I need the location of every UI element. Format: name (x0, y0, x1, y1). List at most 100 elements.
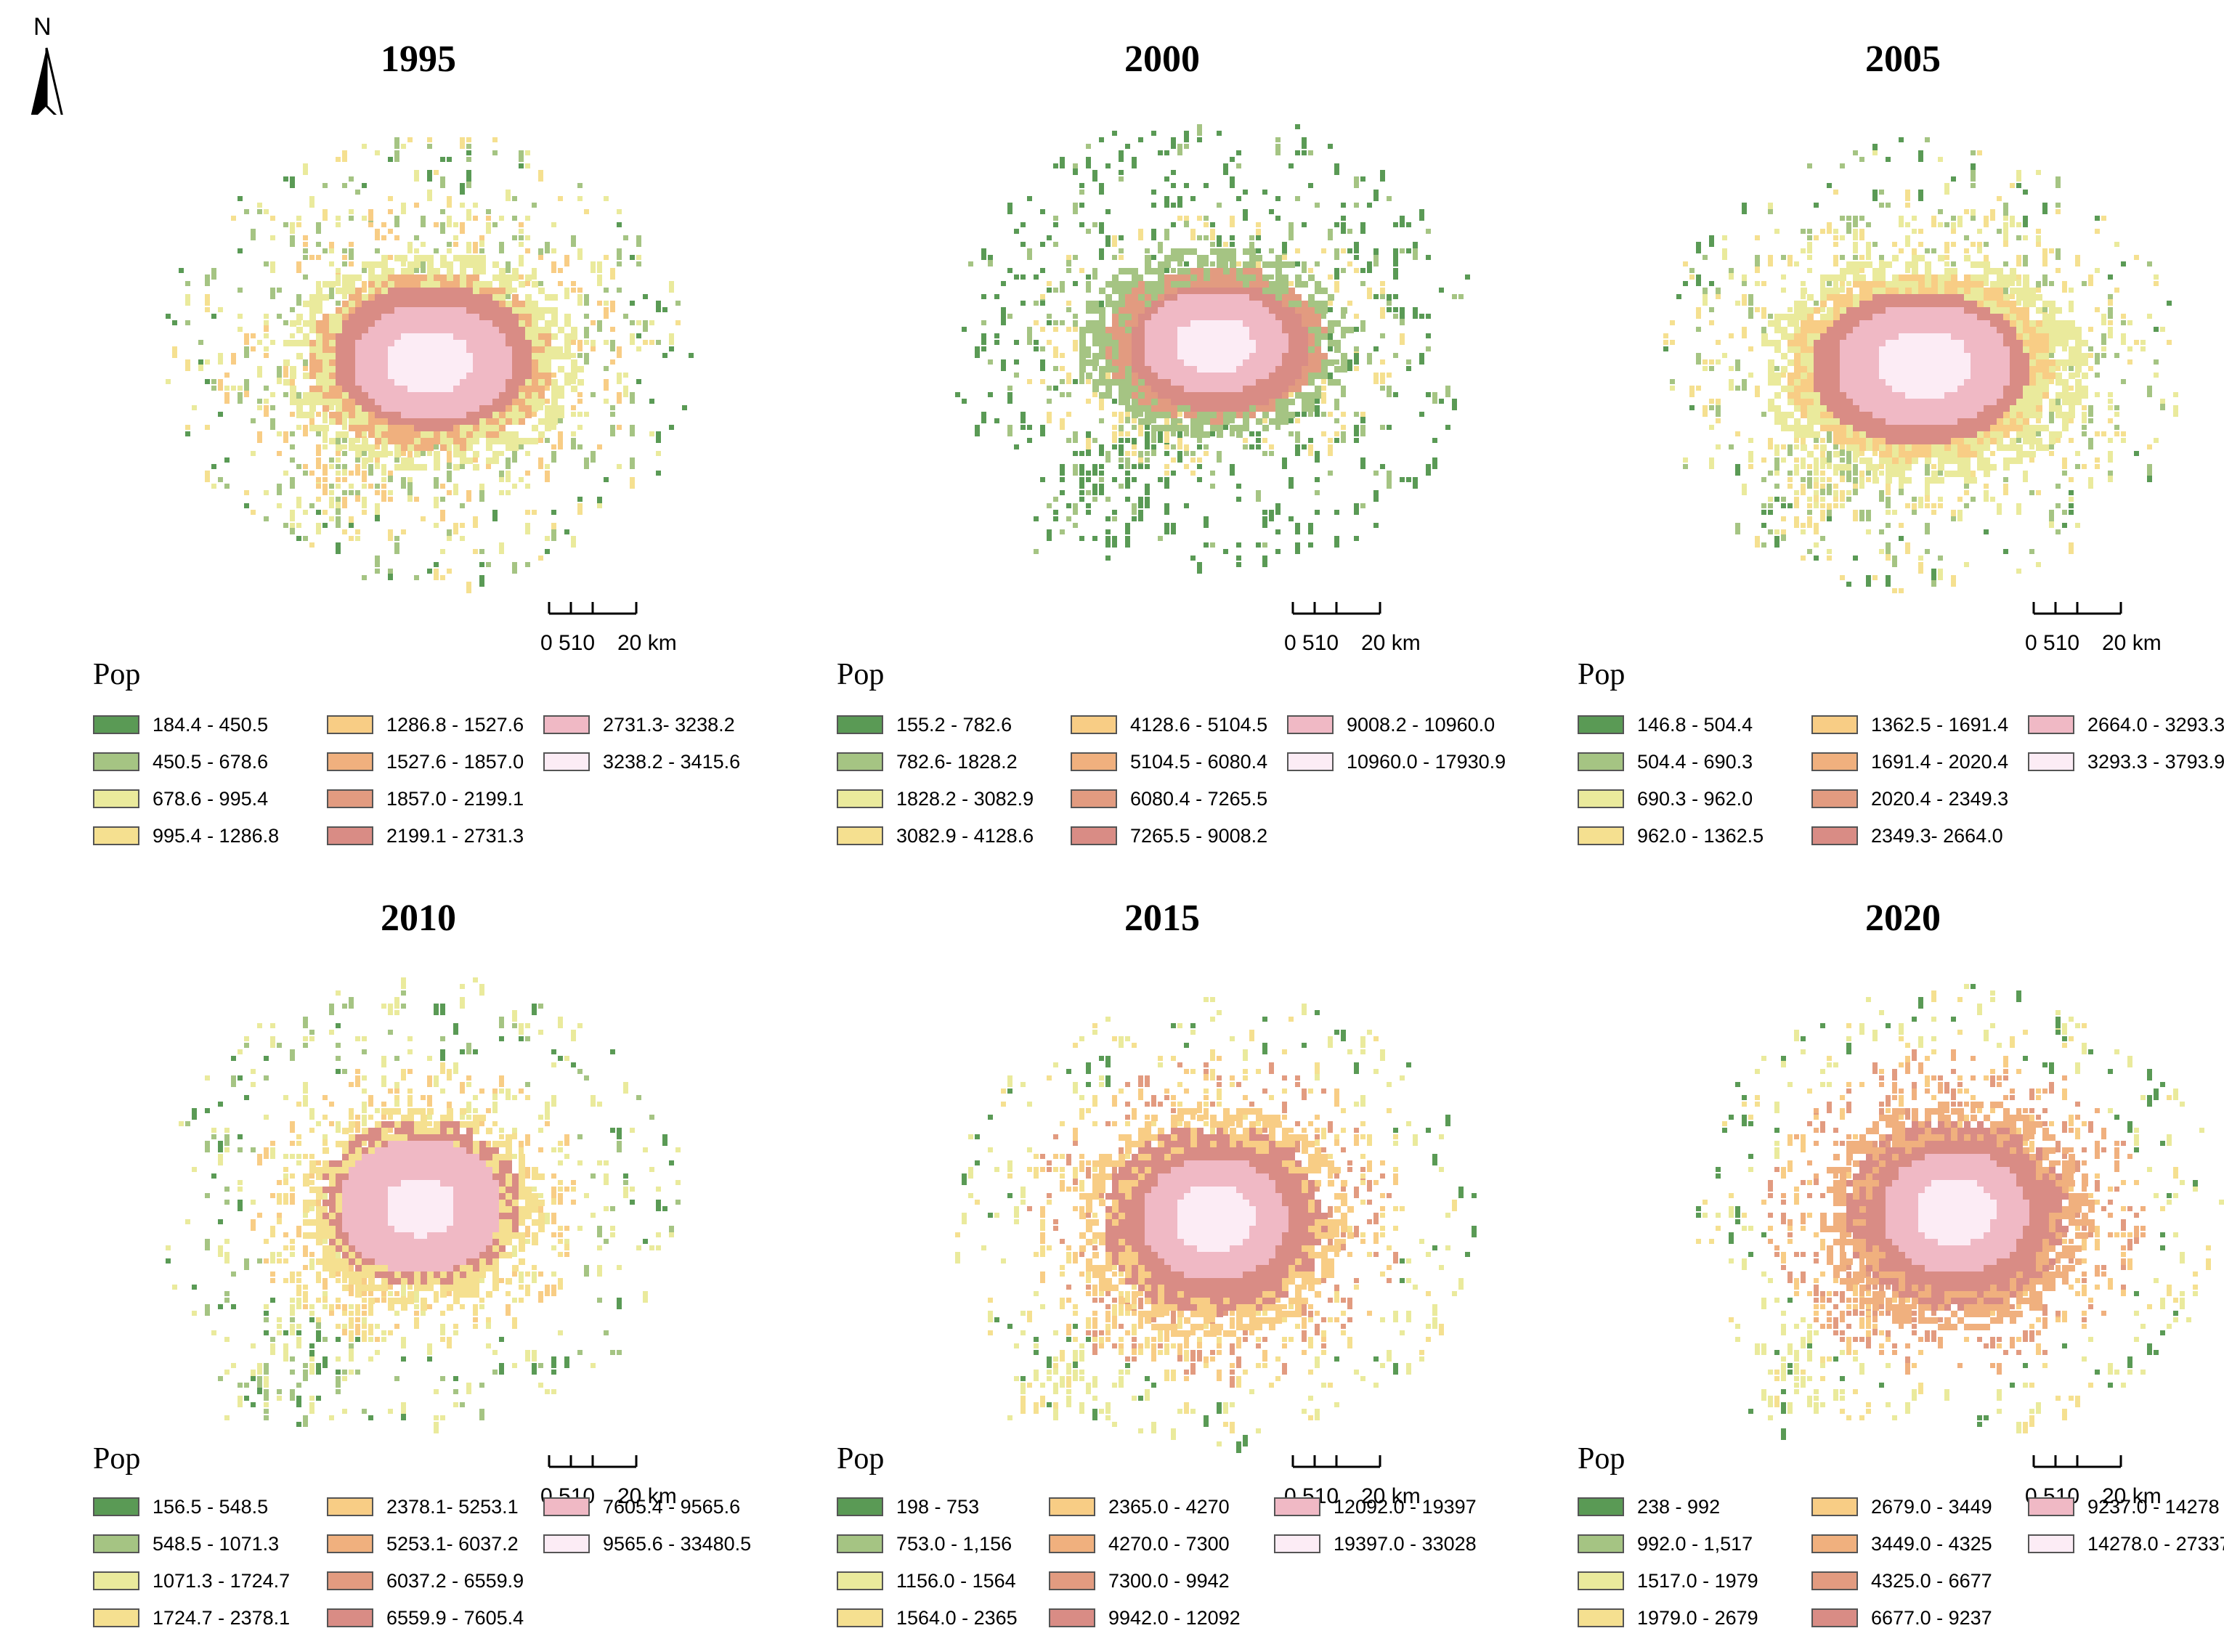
legend-swatch (2028, 715, 2074, 734)
legend-item: 9565.6 - 33480.5 (543, 1529, 751, 1558)
legend-label: 1156.0 - 1564 (896, 1570, 1016, 1592)
scale-bar-graphic (2034, 602, 2121, 614)
legend-swatch (1811, 789, 1858, 808)
legend-item: 4128.6 - 5104.5 (1071, 710, 1267, 739)
legend-label: 9237.0 - 14278 (2087, 1496, 2220, 1518)
legend-item: 6080.4 - 7265.5 (1071, 784, 1267, 813)
legend-item: 1857.0 - 2199.1 (327, 784, 524, 813)
legend-label: 548.5 - 1071.3 (153, 1533, 279, 1555)
legend-swatch (1578, 1608, 1624, 1627)
legend-label: 753.0 - 1,156 (896, 1533, 1012, 1555)
legend-label: 1828.2 - 3082.9 (896, 788, 1034, 810)
legend-item: 1564.0 - 2365 (837, 1603, 1018, 1632)
legend-label: 2664.0 - 3293.3 (2087, 714, 2224, 736)
legend-label: 156.5 - 548.5 (153, 1496, 268, 1518)
legend-item: 9237.0 - 14278 (2028, 1492, 2220, 1521)
legend-swatch (327, 1534, 373, 1553)
legend-swatch (2028, 1534, 2074, 1553)
population-map (792, 0, 1533, 654)
legend-swatch (1049, 1534, 1095, 1553)
scale-bar-end: 20 km (2102, 631, 2162, 656)
legend-swatch (1811, 826, 1858, 845)
legend-label: 6677.0 - 9237 (1871, 1607, 1992, 1629)
population-map (792, 853, 1533, 1507)
population-grid (166, 137, 694, 593)
legend-item: 155.2 - 782.6 (837, 710, 1012, 739)
legend-item: 753.0 - 1,156 (837, 1529, 1012, 1558)
legend-swatch (93, 752, 139, 771)
legend-item: 782.6- 1828.2 (837, 747, 1018, 776)
legend-label: 1362.5 - 1691.4 (1871, 714, 2008, 736)
legend-swatch (1274, 1534, 1320, 1553)
legend-label: 238 - 992 (1637, 1496, 1720, 1518)
legend-label: 3238.2 - 3415.6 (603, 751, 740, 773)
legend-swatch (1071, 826, 1117, 845)
legend-swatch (1811, 1497, 1858, 1516)
population-map (1533, 853, 2224, 1507)
legend-swatch (543, 715, 590, 734)
legend-item: 1362.5 - 1691.4 (1811, 710, 2008, 739)
legend-item: 2679.0 - 3449 (1811, 1492, 1992, 1521)
legend-item: 4325.0 - 6677 (1811, 1566, 1992, 1595)
legend-label: 992.0 - 1,517 (1637, 1533, 1753, 1555)
legend-item: 2378.1- 5253.1 (327, 1492, 519, 1521)
legend-item: 1691.4 - 2020.4 (1811, 747, 2008, 776)
legend-label: 1564.0 - 2365 (896, 1607, 1018, 1629)
legend-label: 2020.4 - 2349.3 (1871, 788, 2008, 810)
scale-bar-graphic (549, 1455, 636, 1467)
legend-label: 6559.9 - 7605.4 (386, 1607, 524, 1629)
legend-label: 4270.0 - 7300 (1108, 1533, 1230, 1555)
legend-swatch (93, 1497, 139, 1516)
legend-label: 184.4 - 450.5 (153, 714, 268, 736)
legend-item: 2349.3- 2664.0 (1811, 821, 2003, 850)
legend-title: Pop (837, 657, 884, 692)
legend-swatch (1811, 1571, 1858, 1590)
legend-label: 7605.4 - 9565.6 (603, 1496, 740, 1518)
legend-swatch (837, 1571, 883, 1590)
population-grid (955, 124, 1470, 574)
legend-label: 2679.0 - 3449 (1871, 1496, 1992, 1518)
legend-swatch (1287, 752, 1334, 771)
legend-swatch (93, 1534, 139, 1553)
legend-swatch (1578, 1497, 1624, 1516)
legend-swatch (327, 752, 373, 771)
legend-swatch (1811, 1534, 1858, 1553)
legend-item: 6677.0 - 9237 (1811, 1603, 1992, 1632)
legend-label: 2731.3- 3238.2 (603, 714, 735, 736)
legend-item: 1286.8 - 1527.6 (327, 710, 524, 739)
legend-swatch (1811, 1608, 1858, 1627)
legend-swatch (837, 1497, 883, 1516)
population-map (1533, 0, 2224, 654)
legend-item: 3449.0 - 4325 (1811, 1529, 1992, 1558)
legend-item: 198 - 753 (837, 1492, 979, 1521)
legend-item: 5104.5 - 6080.4 (1071, 747, 1267, 776)
legend: 155.2 - 782.6 782.6- 1828.2 1828.2 - 3082.… (837, 710, 1534, 855)
legend-item: 678.6 - 995.4 (93, 784, 268, 813)
legend-item: 450.5 - 678.6 (93, 747, 268, 776)
legend-label: 7265.5 - 9008.2 (1130, 825, 1267, 847)
legend-label: 2349.3- 2664.0 (1871, 825, 2003, 847)
legend-label: 12092.0 - 19397 (1334, 1496, 1477, 1518)
population-grid (1663, 137, 2178, 593)
scale-bar-ticks: 0 510 (540, 631, 595, 656)
legend-title: Pop (1578, 657, 1625, 692)
legend-label: 9565.6 - 33480.5 (603, 1533, 751, 1555)
legend: 198 - 753 753.0 - 1,156 1156.0 - 1564 1564.… (837, 1492, 1534, 1637)
legend-item: 7300.0 - 9942 (1049, 1566, 1230, 1595)
legend-item: 19397.0 - 33028 (1274, 1529, 1477, 1558)
legend-label: 3449.0 - 4325 (1871, 1533, 1992, 1555)
legend-item: 2020.4 - 2349.3 (1811, 784, 2008, 813)
legend-label: 962.0 - 1362.5 (1637, 825, 1764, 847)
legend-item: 9008.2 - 10960.0 (1287, 710, 1495, 739)
legend-item: 1517.0 - 1979 (1578, 1566, 1758, 1595)
legend-swatch (327, 826, 373, 845)
legend-item: 14278.0 - 27337 (2028, 1529, 2224, 1558)
legend-label: 10960.0 - 17930.9 (1347, 751, 1506, 773)
